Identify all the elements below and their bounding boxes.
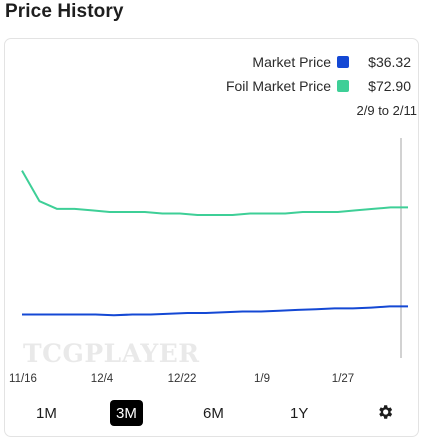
legend-foil-market-price: Foil Market Price $72.90	[226, 76, 411, 96]
x-tick-label: 11/16	[9, 373, 37, 385]
series-line-foil-market-price	[21, 170, 408, 216]
x-tick-label: 12/4	[91, 373, 114, 385]
range-3m-button[interactable]: 3M	[110, 400, 143, 426]
legend-swatch-market-price	[337, 56, 349, 68]
chart-series	[21, 170, 408, 317]
legend-swatch-foil-market-price	[337, 80, 349, 92]
legend-value: $36.32	[368, 54, 411, 70]
page-title: Price History	[5, 1, 124, 22]
range-1m-button[interactable]: 1M	[30, 400, 63, 426]
legend-label: Foil Market Price	[225, 78, 331, 94]
range-6m-button[interactable]: 6M	[197, 400, 230, 426]
legend-market-price: Market Price $36.32	[252, 52, 411, 72]
date-range-label: 2/9 to 2/11	[356, 103, 417, 118]
tcgplayer-watermark: TCGPLAYER	[23, 339, 200, 368]
range-1y-button[interactable]: 1Y	[284, 400, 314, 426]
legend-label: Market Price	[252, 54, 331, 70]
legend-value: $72.90	[368, 78, 411, 94]
price-chart: 11/16 12/4 12/22 1/9 1/27	[9, 138, 408, 385]
x-tick-label: 1/27	[332, 373, 354, 385]
x-tick-label: 1/9	[254, 373, 270, 385]
series-line-market-price	[22, 305, 408, 317]
gear-icon[interactable]	[376, 403, 394, 421]
x-axis-ticks: 11/16 12/4 12/22 1/9 1/27	[9, 373, 354, 385]
price-history-card	[4, 38, 419, 437]
x-tick-label: 12/22	[168, 373, 197, 385]
